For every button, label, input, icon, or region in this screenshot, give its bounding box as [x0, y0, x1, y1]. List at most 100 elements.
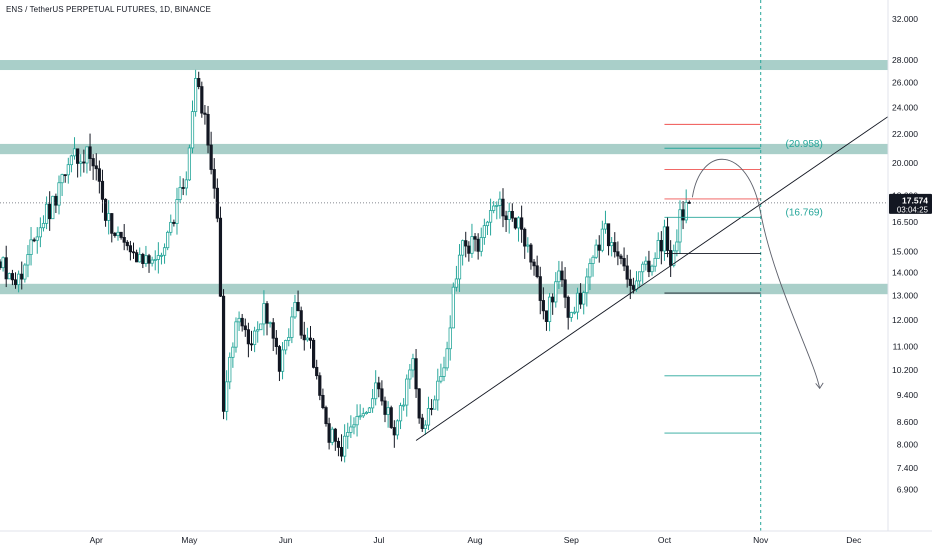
candle-body	[433, 400, 435, 409]
candle-body	[474, 237, 476, 240]
candle-body	[238, 318, 240, 322]
candle-body	[33, 240, 35, 241]
candle-body	[511, 211, 513, 218]
candle-body	[325, 408, 327, 424]
candle-body	[570, 312, 572, 317]
candle-body	[55, 196, 57, 205]
candle-body	[353, 425, 355, 427]
candle-body	[300, 311, 302, 336]
candle-body	[166, 232, 168, 247]
candle-body	[387, 408, 389, 415]
candle-body	[312, 340, 314, 367]
candle-body	[21, 274, 23, 279]
candle-body	[496, 205, 498, 206]
candle-body	[465, 241, 467, 246]
time-axis[interactable]: Apr May Jun Jul Aug Sep Oct Nov Dec	[0, 531, 932, 545]
price-tick-label: 24.000	[892, 102, 918, 112]
candle-body	[545, 311, 547, 322]
candle-body	[70, 156, 72, 165]
price-label-1: (20.958)	[786, 139, 823, 150]
candle-body	[499, 199, 501, 205]
candle-body	[461, 241, 463, 256]
candle-body	[486, 222, 488, 225]
candle-body	[229, 357, 231, 381]
candle-body	[679, 210, 681, 242]
candle-body	[322, 395, 324, 407]
candle-body	[623, 258, 625, 266]
candle-body	[67, 165, 69, 175]
candle-body	[378, 383, 380, 389]
candle-body	[288, 337, 290, 340]
candle-body	[101, 181, 103, 199]
candle-body	[350, 427, 352, 432]
candle-body	[402, 405, 404, 406]
price-tick-label: 32.000	[892, 14, 918, 24]
candle-body	[669, 250, 671, 265]
candle-body	[210, 145, 212, 169]
price-tick-label: 7.400	[897, 463, 919, 473]
candle-body	[163, 248, 165, 256]
price-tick-label: 15.000	[892, 246, 918, 256]
candle-body	[418, 389, 420, 418]
candle-body	[266, 304, 268, 324]
candle-body	[309, 338, 311, 340]
candle-body	[443, 368, 445, 377]
candle-body	[368, 408, 370, 412]
candle-countdown: 03:04:25	[897, 205, 929, 214]
candle-body	[610, 243, 612, 246]
candle-body	[142, 254, 144, 263]
candle-body	[409, 370, 411, 379]
candle-body	[365, 412, 367, 413]
candle-body	[424, 425, 426, 428]
candle-body	[626, 266, 628, 279]
candle-body	[505, 216, 507, 220]
time-tick-label: Nov	[753, 535, 769, 545]
candle-body	[399, 406, 401, 421]
candle-body	[191, 112, 193, 148]
candle-body	[396, 421, 398, 435]
candle-body	[343, 436, 345, 456]
candle-body	[0, 262, 1, 268]
candle-body	[257, 330, 259, 331]
candle-body	[421, 418, 423, 429]
projection-curve	[692, 159, 819, 388]
candle-body	[446, 349, 448, 368]
candle-body	[483, 226, 485, 238]
candle-body	[201, 87, 203, 113]
candle-body	[222, 296, 224, 411]
candle-body	[682, 210, 684, 220]
candle-body	[561, 271, 563, 280]
candle-body	[564, 280, 566, 297]
candle-body	[406, 379, 408, 405]
candle-body	[331, 429, 333, 442]
candle-body	[95, 166, 97, 169]
candle-body	[207, 114, 209, 145]
candle-body	[107, 214, 109, 221]
candle-body	[480, 237, 482, 251]
price-tick-label: 11.000	[893, 342, 919, 352]
candle-body	[275, 338, 277, 346]
candle-body	[601, 229, 603, 250]
candle-body	[27, 255, 29, 265]
candle-body	[586, 277, 588, 293]
candle-body	[520, 218, 522, 229]
candle-body	[272, 323, 274, 339]
candle-body	[449, 328, 451, 349]
candle-body	[536, 266, 538, 277]
candle-body	[139, 254, 141, 261]
candle-body	[188, 148, 190, 180]
price-axis[interactable]: 32.00028.00026.00024.00022.00020.00018.0…	[888, 0, 932, 550]
candle-body	[42, 223, 44, 227]
price-tick-label: 16.500	[892, 217, 918, 227]
candle-body	[583, 293, 585, 304]
candle-body	[629, 279, 631, 285]
candle-body	[232, 347, 234, 357]
time-tick-label: Apr	[90, 535, 103, 545]
candle-body	[111, 214, 113, 234]
candle-body	[455, 279, 457, 287]
price-tick-label: 28.000	[892, 55, 918, 65]
candle-body	[654, 258, 656, 266]
candle-body	[558, 271, 560, 282]
